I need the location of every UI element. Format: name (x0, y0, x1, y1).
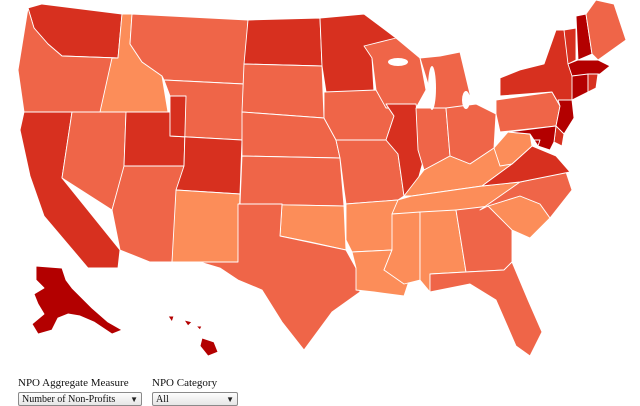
state-me[interactable] (585, 0, 627, 61)
category-label: NPO Category (152, 377, 218, 389)
state-vt[interactable] (563, 27, 577, 65)
category-select[interactable]: All ▼ (152, 392, 238, 406)
state-ak[interactable] (31, 265, 123, 335)
state-dc[interactable] (533, 139, 541, 147)
measure-control: NPO Aggregate Measure Number of Non-Prof… (18, 377, 146, 406)
state-nm[interactable] (171, 189, 241, 263)
state-hi[interactable] (167, 315, 219, 357)
lake-michigan (428, 66, 436, 110)
states-layer (17, 0, 627, 357)
state-sd[interactable] (241, 63, 325, 119)
state-fl[interactable] (429, 261, 543, 357)
state-md[interactable] (507, 125, 557, 151)
state-ri[interactable] (587, 73, 599, 93)
state-tx[interactable] (199, 203, 361, 351)
state-pa[interactable] (495, 91, 561, 133)
us-map-svg (17, 0, 627, 357)
state-ks[interactable] (239, 155, 345, 207)
state-mn[interactable] (319, 13, 397, 93)
state-ct[interactable] (571, 73, 589, 101)
lake-superior (388, 58, 408, 66)
measure-label: NPO Aggregate Measure (18, 377, 129, 389)
state-ar[interactable] (345, 199, 399, 253)
controls-panel: NPO Aggregate Measure Number of Non-Prof… (18, 377, 638, 406)
state-co[interactable] (169, 95, 243, 195)
measure-select[interactable]: Number of Non-Profits ▼ (18, 392, 142, 406)
state-nd[interactable] (243, 17, 323, 67)
lake-huron (462, 91, 470, 109)
category-control: NPO Category All ▼ (152, 377, 242, 406)
choropleth-map (17, 0, 627, 357)
